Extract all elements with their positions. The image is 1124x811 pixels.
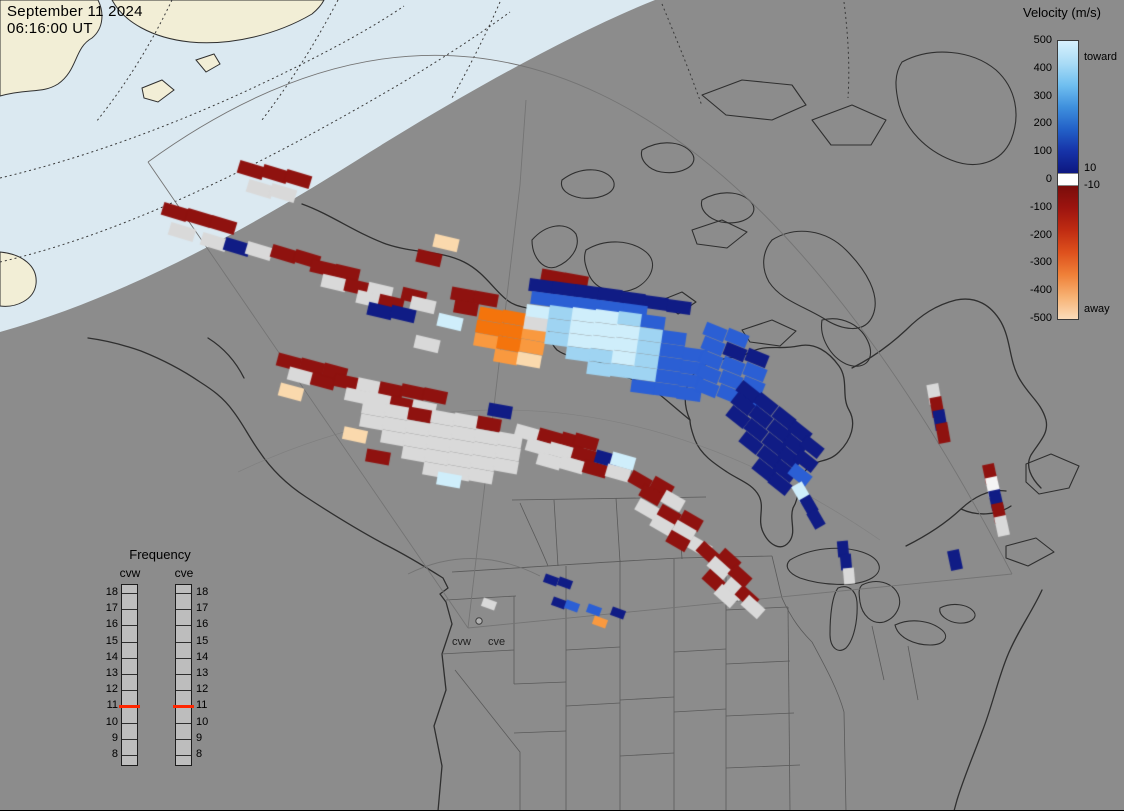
date-text: September 11 2024 (7, 3, 143, 20)
frequency-tick-label: 8 (196, 748, 203, 760)
velocity-legend: Velocity (m/s) 500 400 300 200 100 0 -100 -200 -… (1000, 0, 1124, 340)
colorbar-tick-label: 100 (1033, 145, 1052, 158)
frequency-bar-tick (176, 722, 191, 724)
neg-threshold-label: -10 (1084, 179, 1100, 191)
away-label: away (1084, 303, 1110, 315)
frequency-bar-tick (176, 609, 191, 611)
colorbar-tick-label: 300 (1033, 89, 1052, 102)
frequency-tick-label: 9 (111, 731, 118, 744)
colorbar-tick-label: -200 (1029, 228, 1052, 241)
frequency-tick-label: 13 (196, 667, 209, 679)
frequency-bar-tick (122, 674, 137, 675)
frequency-bar-tick (122, 690, 137, 692)
frequency-tick-label: 17 (105, 602, 118, 615)
frequency-tick-label: 14 (105, 650, 118, 663)
frequency-bar-tick (176, 641, 191, 643)
frequency-tick-label: 13 (105, 667, 118, 679)
colorbar-tick-label: 500 (1033, 34, 1052, 46)
frequency-bar-tick (122, 641, 137, 643)
colorbar-tick-label: 0 (1045, 173, 1052, 185)
frequency-bar-tick (176, 674, 191, 675)
frequency-bar-cve (173, 584, 194, 766)
colorbar-tick-label: -100 (1029, 200, 1052, 213)
frequency-tick-label: 12 (196, 683, 209, 696)
frequency-legend-title: Frequency (129, 547, 191, 562)
pos-threshold-label: 10 (1084, 162, 1097, 174)
frequency-bar-cvw (119, 584, 140, 766)
frequency-bar-tick (176, 690, 191, 692)
radar-label-cvw: cvw (452, 636, 471, 648)
colorbar-tick-label: 200 (1033, 117, 1052, 130)
frequency-legend: Frequency cvw cve 18 17 16 15 14 13 12 11 10 9 8 1… (90, 545, 240, 773)
frequency-bar-tick (176, 738, 191, 740)
frequency-tick-label: 14 (196, 650, 209, 663)
frequency-bar-tick (122, 625, 137, 627)
frequency-tick-label: 12 (105, 683, 118, 696)
velocity-colorbar (1057, 40, 1079, 320)
toward-label: toward (1084, 51, 1118, 63)
frequency-bar-tick (176, 593, 191, 594)
frequency-tick-label: 15 (105, 634, 118, 647)
frequency-marker (119, 705, 140, 709)
frequency-tick-label: 16 (196, 618, 209, 631)
colorbar-tick-label: -400 (1029, 284, 1052, 297)
colorbar-tick-label: -500 (1029, 312, 1052, 324)
frequency-tick-label: 16 (105, 618, 118, 631)
frequency-tick-label: 8 (111, 748, 118, 760)
colorbar-tick-label: -300 (1029, 256, 1052, 269)
frequency-tick-label: 17 (196, 602, 209, 615)
frequency-bar-tick (122, 657, 137, 659)
frequency-bar-tick (176, 657, 191, 659)
colorbar-tick-label: 400 (1033, 61, 1052, 74)
time-text: 06:16:00 UT (7, 20, 93, 37)
colorbar-zero-band (1058, 173, 1078, 186)
frequency-tick-label: 9 (196, 731, 203, 744)
frequency-column-cvw: cvw (119, 566, 141, 580)
velocity-legend-title: Velocity (m/s) (1022, 5, 1101, 20)
frequency-bar-tick (122, 609, 137, 611)
frequency-tick-label: 10 (105, 715, 118, 728)
frequency-tick-label: 18 (196, 586, 209, 598)
colorbar-toward (1058, 41, 1078, 173)
frequency-tick-label: 11 (196, 699, 208, 712)
frequency-bar-tick (122, 755, 137, 756)
frequency-tick-label: 10 (196, 715, 209, 728)
frequency-tick-label: 18 (105, 586, 118, 598)
frequency-bar-tick (122, 738, 137, 740)
frequency-marker (173, 705, 194, 709)
frequency-bar-tick (122, 593, 137, 594)
timestamp-block: September 11 2024 06:16:00 UT (7, 3, 143, 37)
frequency-bar-tick (176, 755, 191, 756)
frequency-tick-label: 15 (196, 634, 209, 647)
colorbar-away (1058, 186, 1078, 319)
radar-label-cve: cve (488, 636, 506, 648)
frequency-column-cve: cve (174, 566, 194, 580)
frequency-bar-tick (176, 625, 191, 627)
frequency-bar-tick (122, 722, 137, 724)
frequency-tick-label: 11 (106, 699, 118, 712)
